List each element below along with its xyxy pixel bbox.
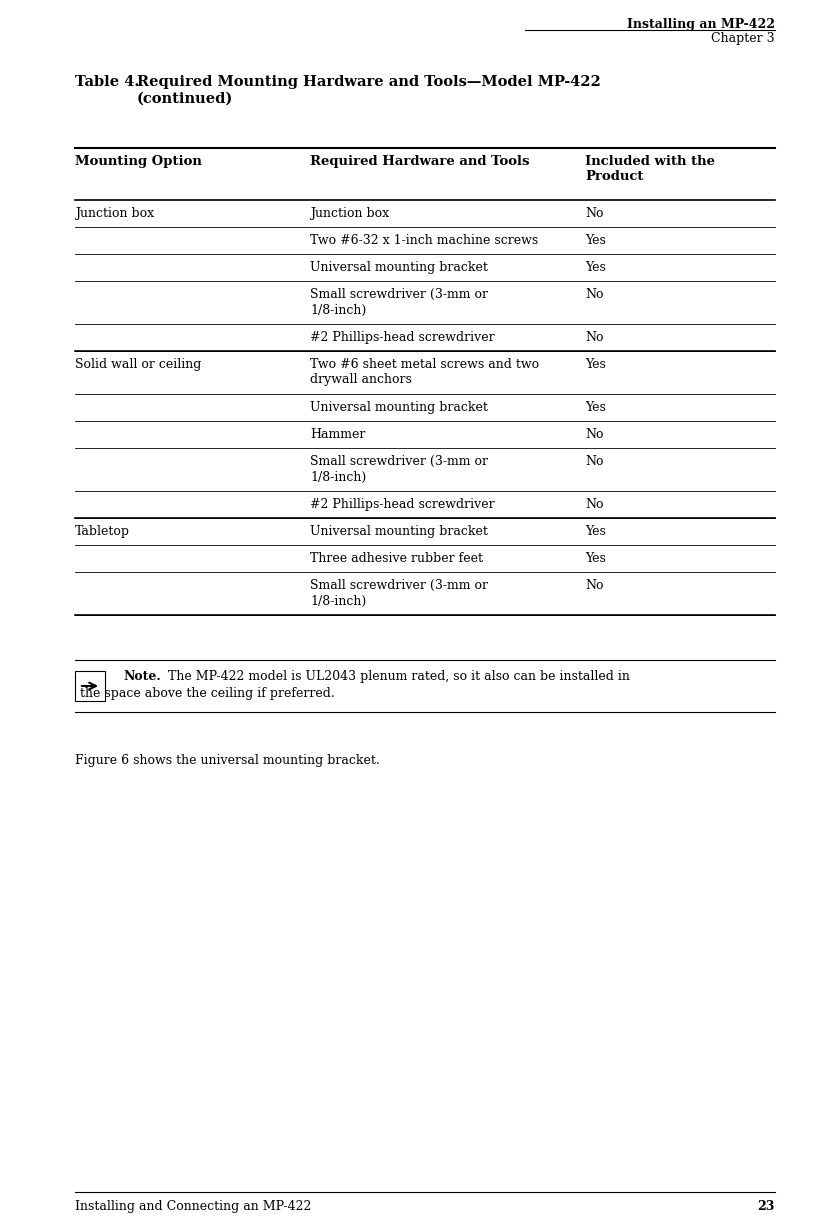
Text: Required Mounting Hardware and Tools—Model MP-422
(continued): Required Mounting Hardware and Tools—Mod…	[137, 74, 601, 105]
Text: Yes: Yes	[585, 357, 606, 371]
Text: No: No	[585, 207, 604, 220]
Text: Solid wall or ceiling: Solid wall or ceiling	[75, 357, 202, 371]
Text: No: No	[585, 455, 604, 468]
Text: 1/8-inch): 1/8-inch)	[310, 304, 366, 316]
Text: No: No	[585, 331, 604, 344]
Text: the space above the ceiling if preferred.: the space above the ceiling if preferred…	[80, 688, 335, 700]
Text: Hammer: Hammer	[310, 428, 365, 440]
Text: Yes: Yes	[585, 401, 606, 414]
Text: Required Hardware and Tools: Required Hardware and Tools	[310, 155, 529, 168]
Text: Installing an MP-422: Installing an MP-422	[627, 18, 775, 31]
Text: #2 Phillips-head screwdriver: #2 Phillips-head screwdriver	[310, 331, 495, 344]
Text: Three adhesive rubber feet: Three adhesive rubber feet	[310, 551, 483, 565]
Text: 23: 23	[757, 1200, 775, 1213]
Text: No: No	[585, 428, 604, 440]
Text: Figure 6 shows the universal mounting bracket.: Figure 6 shows the universal mounting br…	[75, 754, 380, 767]
Text: #2 Phillips-head screwdriver: #2 Phillips-head screwdriver	[310, 498, 495, 511]
Text: Universal mounting bracket: Universal mounting bracket	[310, 401, 488, 414]
Text: No: No	[585, 288, 604, 301]
Text: Yes: Yes	[585, 261, 606, 274]
Text: Junction box: Junction box	[75, 207, 154, 220]
Text: Yes: Yes	[585, 551, 606, 565]
Text: No: No	[585, 580, 604, 592]
Text: 1/8-inch): 1/8-inch)	[310, 594, 366, 608]
Text: Small screwdriver (3-mm or: Small screwdriver (3-mm or	[310, 455, 488, 468]
Text: drywall anchors: drywall anchors	[310, 373, 412, 387]
Text: No: No	[585, 498, 604, 511]
Text: Table 4.: Table 4.	[75, 74, 140, 89]
Text: Small screwdriver (3-mm or: Small screwdriver (3-mm or	[310, 580, 488, 592]
Text: Mounting Option: Mounting Option	[75, 155, 202, 168]
Text: Chapter 3: Chapter 3	[711, 32, 775, 45]
Text: 1/8-inch): 1/8-inch)	[310, 471, 366, 483]
Text: Included with the
Product: Included with the Product	[585, 155, 715, 183]
Text: Universal mounting bracket: Universal mounting bracket	[310, 261, 488, 274]
Text: Two #6 sheet metal screws and two: Two #6 sheet metal screws and two	[310, 357, 539, 371]
Text: Yes: Yes	[585, 234, 606, 246]
Text: The MP-422 model is UL2043 plenum rated, so it also can be installed in: The MP-422 model is UL2043 plenum rated,…	[160, 670, 630, 683]
Text: Junction box: Junction box	[310, 207, 389, 220]
Text: Two #6-32 x 1-inch machine screws: Two #6-32 x 1-inch machine screws	[310, 234, 539, 246]
Text: Tabletop: Tabletop	[75, 525, 130, 538]
Text: Installing and Connecting an MP-422: Installing and Connecting an MP-422	[75, 1200, 311, 1213]
Text: Small screwdriver (3-mm or: Small screwdriver (3-mm or	[310, 288, 488, 301]
Text: Yes: Yes	[585, 525, 606, 538]
Text: Note.: Note.	[123, 670, 161, 683]
Text: Universal mounting bracket: Universal mounting bracket	[310, 525, 488, 538]
